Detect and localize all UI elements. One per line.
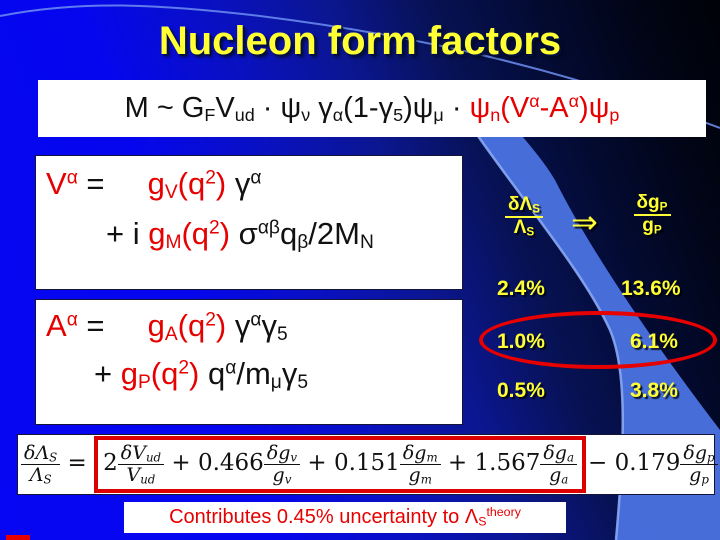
error-budget-dominant-terms: 2 δVud Vud + 0.466 δgv gv + 0.151 δgm gm + 1.5…	[103, 443, 577, 485]
master-equation-box: M ~ GFVud · ψν γα(1-γ5)ψμ · ψn(Vα-Aα)ψp	[38, 80, 706, 137]
header-gp-fraction: δgP gP	[626, 192, 678, 236]
axial-equation-line1: Aα = gA(q2) γαγ5	[46, 308, 288, 346]
table-cell-gp-row3: 3.8%	[630, 379, 678, 402]
master-equation: M ~ GFVud · ψν γα(1-γ5)ψμ · ψn(Vα-Aα)ψp	[124, 91, 620, 125]
table-cell-gp-row1: 13.6%	[621, 277, 681, 300]
table-cell-lambda-row1: 2.4%	[497, 277, 545, 300]
error-budget-highlight-box: 2 δVud Vud + 0.466 δgv gv + 0.151 δgm gm + 1.5…	[94, 436, 586, 493]
vector-form-factor-box: Vα = gV(q2) γα + i gM(q2) σαβqβ/2MN	[35, 155, 463, 290]
capture-artifact-dash	[6, 535, 30, 540]
highlight-ellipse	[479, 311, 717, 369]
axial-form-factor-box: Aα = gA(q2) γαγ5 + gP(q2) qα/mμγ5	[35, 299, 463, 425]
table-cell-lambda-row3: 0.5%	[497, 379, 545, 402]
error-budget-lhs: δΛS ΛS =	[21, 443, 94, 485]
header-lambda-fraction: δΛS ΛS	[494, 194, 554, 238]
contribution-note-box: Contributes 0.45% uncertainty to ΛStheor…	[124, 502, 566, 533]
error-budget-equation-box: δΛS ΛS = 2 δVud Vud + 0.466 δgv gv + 0.151 δgm…	[17, 434, 718, 495]
contribution-note-text: Contributes 0.45% uncertainty to ΛStheor…	[169, 505, 521, 529]
error-budget-gp-term: − 0.179 δgp gp	[588, 443, 718, 485]
implies-arrow-icon: ⇒	[571, 204, 598, 240]
slide-title: Nucleon form factors	[158, 19, 562, 63]
axial-equation-line2: + gP(q2) qα/mμγ5	[94, 356, 309, 394]
vector-equation-line1: Vα = gV(q2) γα	[46, 166, 262, 204]
vector-equation-line2: + i gM(q2) σαβqβ/2MN	[106, 216, 374, 254]
